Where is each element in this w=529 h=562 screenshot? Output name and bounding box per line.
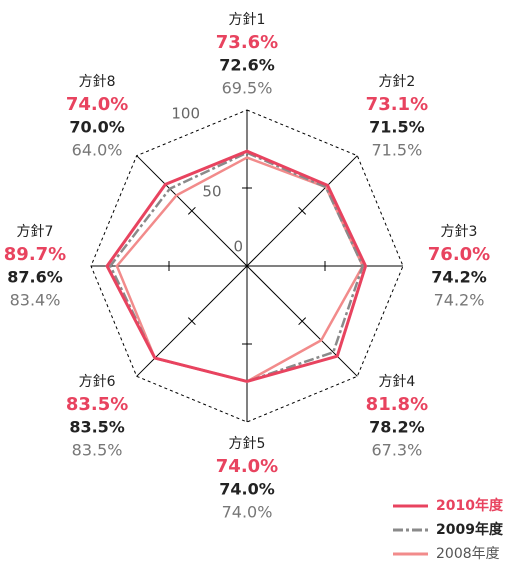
category-label: 方針4 — [378, 374, 415, 390]
category-label: 方針8 — [79, 74, 116, 90]
r-tick-label: 50 — [202, 183, 221, 201]
value-label: 74.2% — [431, 268, 487, 287]
r-tick-label: 0 — [233, 238, 243, 256]
value-label: 67.3% — [371, 440, 422, 459]
value-label: 74.0% — [219, 480, 275, 499]
value-label: 78.2% — [369, 417, 425, 436]
value-label: 87.6% — [7, 268, 63, 287]
value-label: 89.7% — [4, 244, 66, 265]
tick-mark — [187, 206, 196, 215]
value-label: 72.6% — [219, 56, 275, 75]
legend-label: 2008年度 — [436, 546, 500, 562]
category-label: 方針3 — [441, 224, 478, 240]
value-label: 71.5% — [371, 141, 422, 160]
tick-mark — [187, 317, 196, 326]
value-label: 81.8% — [366, 394, 428, 415]
category-label: 方針5 — [229, 436, 266, 452]
value-label: 73.6% — [216, 32, 278, 53]
value-label: 83.5% — [72, 440, 123, 459]
value-label: 64.0% — [72, 141, 123, 160]
value-label: 74.2% — [434, 291, 485, 310]
value-label: 69.5% — [222, 79, 273, 98]
value-label: 83.4% — [10, 291, 61, 310]
value-label: 83.5% — [69, 417, 125, 436]
series-line — [105, 149, 368, 383]
value-label: 74.0% — [222, 503, 273, 522]
category-label: 方針1 — [229, 12, 266, 28]
category-label: 方針2 — [378, 74, 415, 90]
category-label: 方針6 — [79, 374, 116, 390]
value-label: 73.1% — [366, 94, 428, 115]
legend-label: 2010年度 — [436, 497, 504, 514]
legend-label: 2009年度 — [436, 521, 504, 538]
category-label: 方針7 — [17, 224, 54, 240]
tick-mark — [298, 317, 307, 326]
r-tick-label: 100 — [171, 105, 200, 123]
value-label: 70.0% — [69, 118, 125, 137]
value-label: 76.0% — [428, 244, 490, 265]
value-label: 83.5% — [66, 394, 128, 415]
value-label: 71.5% — [369, 118, 425, 137]
series-line — [115, 156, 365, 383]
tick-mark — [298, 206, 307, 215]
value-label: 74.0% — [66, 94, 128, 115]
value-label: 74.0% — [216, 456, 278, 477]
